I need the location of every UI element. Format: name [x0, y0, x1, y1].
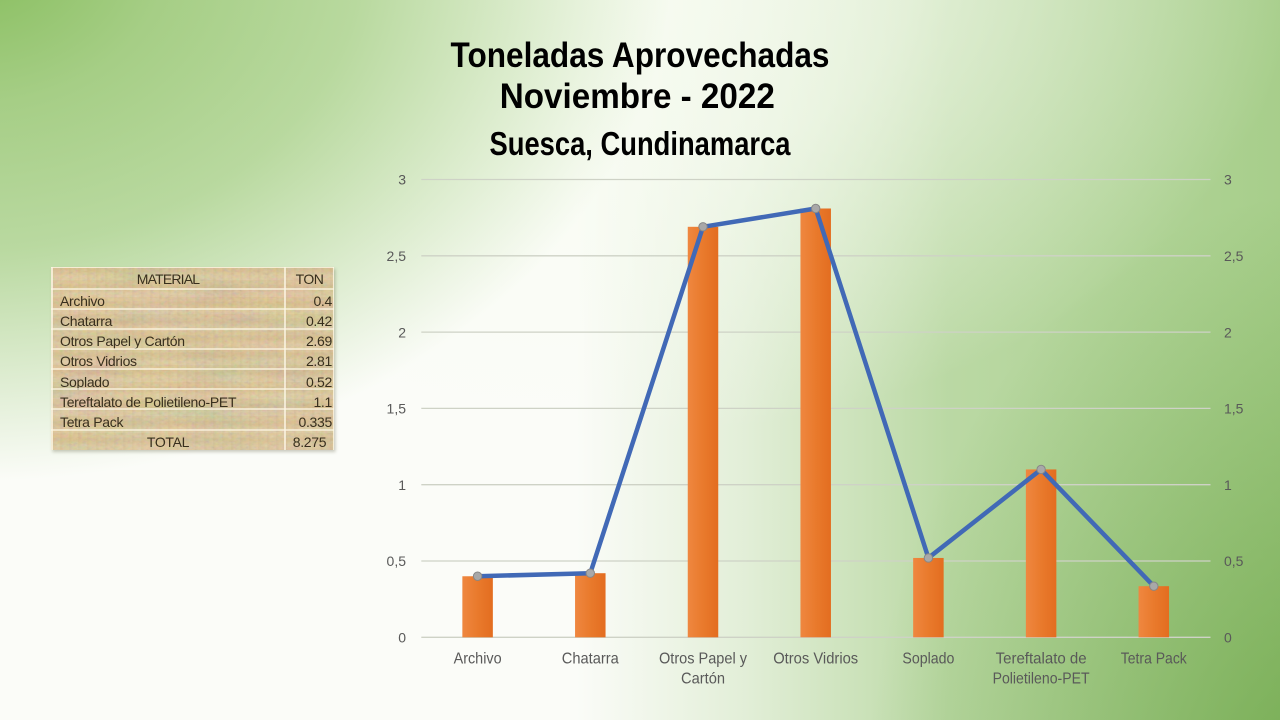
- svg-text:1,5: 1,5: [1224, 401, 1244, 417]
- svg-text:2: 2: [398, 324, 406, 340]
- svg-text:1: 1: [398, 477, 406, 493]
- svg-text:Noviembre - 2022: Noviembre - 2022: [500, 77, 775, 116]
- svg-text:2,5: 2,5: [387, 248, 407, 264]
- svg-text:Cartón: Cartón: [681, 671, 725, 688]
- svg-text:Tetra Pack: Tetra Pack: [1121, 651, 1188, 668]
- svg-text:3: 3: [1224, 172, 1232, 188]
- svg-text:Tereftalato de: Tereftalato de: [996, 651, 1087, 668]
- svg-text:Otros Papel y: Otros Papel y: [659, 651, 747, 668]
- svg-text:0,5: 0,5: [1224, 553, 1244, 569]
- svg-text:0: 0: [1224, 630, 1232, 646]
- svg-text:2,5: 2,5: [1224, 248, 1244, 264]
- svg-text:3: 3: [398, 172, 406, 188]
- svg-text:1,5: 1,5: [387, 401, 407, 417]
- svg-text:Suesca, Cundinamarca: Suesca, Cundinamarca: [490, 125, 792, 162]
- svg-text:Otros Vidrios: Otros Vidrios: [773, 651, 858, 668]
- svg-text:0: 0: [398, 630, 406, 646]
- svg-text:Polietileno-PET: Polietileno-PET: [993, 671, 1090, 688]
- svg-text:Archivo: Archivo: [454, 651, 502, 668]
- svg-text:Chatarra: Chatarra: [562, 651, 619, 668]
- svg-text:Soplado: Soplado: [902, 651, 954, 668]
- svg-text:Toneladas Aprovechadas: Toneladas Aprovechadas: [451, 36, 830, 75]
- svg-text:0,5: 0,5: [387, 553, 407, 569]
- svg-text:2: 2: [1224, 324, 1232, 340]
- svg-text:1: 1: [1224, 477, 1232, 493]
